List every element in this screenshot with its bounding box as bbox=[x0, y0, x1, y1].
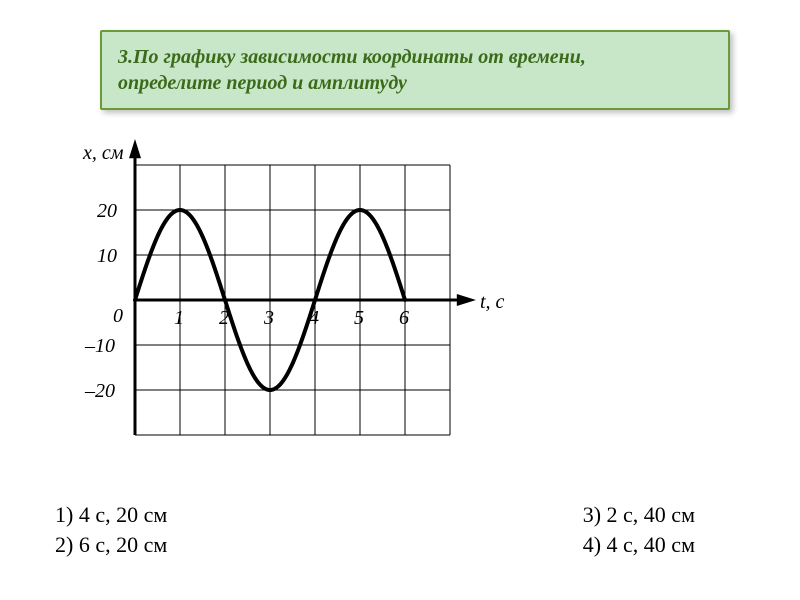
question-line1: 3.По графику зависимости координаты от в… bbox=[118, 46, 586, 68]
svg-text:–20: –20 bbox=[84, 380, 115, 402]
svg-text:10: 10 bbox=[97, 245, 117, 267]
svg-text:x, см: x, см bbox=[82, 142, 124, 164]
question-box: 3.По графику зависимости координаты от в… bbox=[100, 30, 730, 110]
svg-text:t, с: t, с bbox=[480, 291, 505, 313]
answer-4: 4) 4 с, 40 см bbox=[583, 530, 695, 560]
svg-text:1: 1 bbox=[174, 307, 184, 329]
svg-text:0: 0 bbox=[113, 305, 123, 327]
svg-text:5: 5 bbox=[354, 307, 364, 329]
answers-right-column: 3) 2 с, 40 см 4) 4 с, 40 см bbox=[583, 500, 695, 559]
answer-1: 1) 4 с, 20 см bbox=[55, 500, 167, 530]
svg-text:6: 6 bbox=[399, 307, 409, 329]
svg-text:20: 20 bbox=[97, 200, 117, 222]
svg-text:3: 3 bbox=[263, 307, 274, 329]
answer-options: 1) 4 с, 20 см 2) 6 с, 20 см 3) 2 с, 40 с… bbox=[55, 500, 755, 559]
answers-left-column: 1) 4 с, 20 см 2) 6 с, 20 см bbox=[55, 500, 167, 559]
answer-2: 2) 6 с, 20 см bbox=[55, 530, 167, 560]
answer-3: 3) 2 с, 40 см bbox=[583, 500, 695, 530]
oscillation-chart: x, смt, с01234561020–10–20 bbox=[40, 120, 560, 480]
question-text: 3.По графику зависимости координаты от в… bbox=[118, 44, 712, 96]
svg-text:–10: –10 bbox=[84, 335, 115, 357]
question-line2: определите период и амплитуду bbox=[118, 72, 407, 94]
